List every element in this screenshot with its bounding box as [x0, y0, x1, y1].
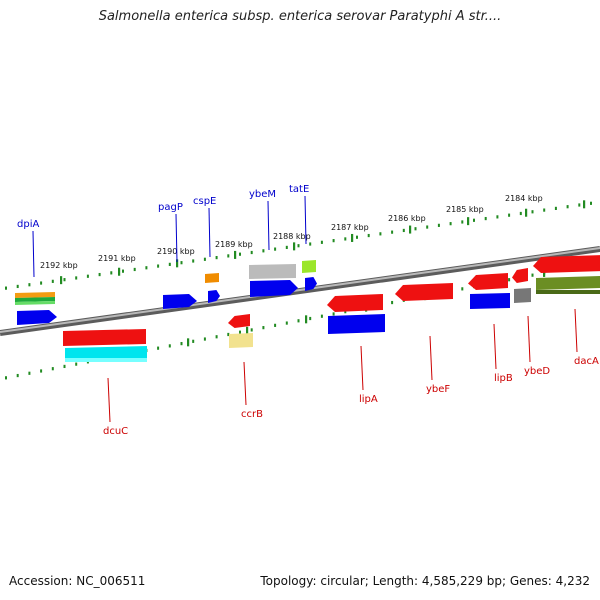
- kbp-label: 2186 kbp: [388, 214, 426, 223]
- gene-label-ccrB[interactable]: ccrB: [241, 409, 263, 420]
- major-tick: [60, 276, 63, 285]
- major-tick: [176, 259, 179, 268]
- major-tick: [187, 338, 190, 347]
- gene-ccrB-leader: [243, 361, 247, 406]
- gene-label-lipA[interactable]: lipA: [359, 394, 378, 405]
- major-tick: [409, 225, 412, 234]
- major-tick: [246, 326, 249, 335]
- gene-label-cspE[interactable]: cspE: [193, 196, 216, 207]
- gene-label-lipB[interactable]: lipB: [494, 373, 513, 384]
- gene-dcuC-leader: [107, 377, 111, 423]
- gene-label-dcuC[interactable]: dcuC: [103, 426, 128, 437]
- kbp-label: 2188 kbp: [273, 232, 311, 241]
- major-tick: [525, 208, 528, 217]
- major-tick: [234, 250, 237, 259]
- gene-tatE-leader: [304, 195, 307, 245]
- kbp-label: 2192 kbp: [40, 261, 78, 270]
- kbp-label: 2189 kbp: [215, 240, 253, 249]
- major-tick: [351, 233, 354, 242]
- gene-ybeF-leader: [429, 335, 433, 381]
- gene-cspE-leader: [208, 207, 211, 258]
- kbp-label: 2187 kbp: [331, 223, 369, 232]
- feature-tracks: [15, 255, 600, 362]
- gene-pagP-leader: [175, 213, 178, 263]
- gene-label-ybeM[interactable]: ybeM: [249, 189, 276, 200]
- gene-lipB-leader: [493, 323, 497, 370]
- gene-label-dpiA[interactable]: dpiA: [17, 219, 39, 230]
- gene-label-ybeD[interactable]: ybeD: [524, 366, 550, 377]
- gene-dpiA-leader: [32, 230, 35, 278]
- map-title: Salmonella enterica subsp. enterica sero…: [98, 9, 502, 24]
- kbp-label: 2185 kbp: [446, 205, 484, 214]
- major-tick: [118, 267, 121, 276]
- gene-label-ybeF[interactable]: ybeF: [426, 384, 450, 395]
- gene-lipA-leader: [360, 345, 364, 391]
- gene-ybeM-leader: [267, 200, 270, 251]
- accession-text: Accession: NC_006511: [9, 574, 146, 588]
- kbp-label: 2191 kbp: [98, 254, 136, 263]
- gene-ybeD-leader: [527, 315, 531, 363]
- gene-label-pagP[interactable]: pagP: [158, 202, 183, 213]
- gene-label-tatE[interactable]: tatE: [289, 184, 309, 195]
- major-tick: [543, 268, 546, 277]
- major-tick: [305, 315, 308, 324]
- major-tick: [467, 217, 470, 226]
- major-tick: [293, 242, 296, 251]
- major-tick: [583, 200, 586, 209]
- gene-dacA-leader: [574, 308, 578, 353]
- gene-label-dacA[interactable]: dacA: [574, 356, 599, 367]
- genome-summary: Topology: circular; Length: 4,585,229 bp…: [260, 574, 590, 588]
- upper-ruler: [5, 201, 592, 290]
- kbp-label: 2184 kbp: [505, 194, 543, 203]
- gene-features: [15, 255, 600, 362]
- kbp-label: 2190 kbp: [157, 247, 195, 256]
